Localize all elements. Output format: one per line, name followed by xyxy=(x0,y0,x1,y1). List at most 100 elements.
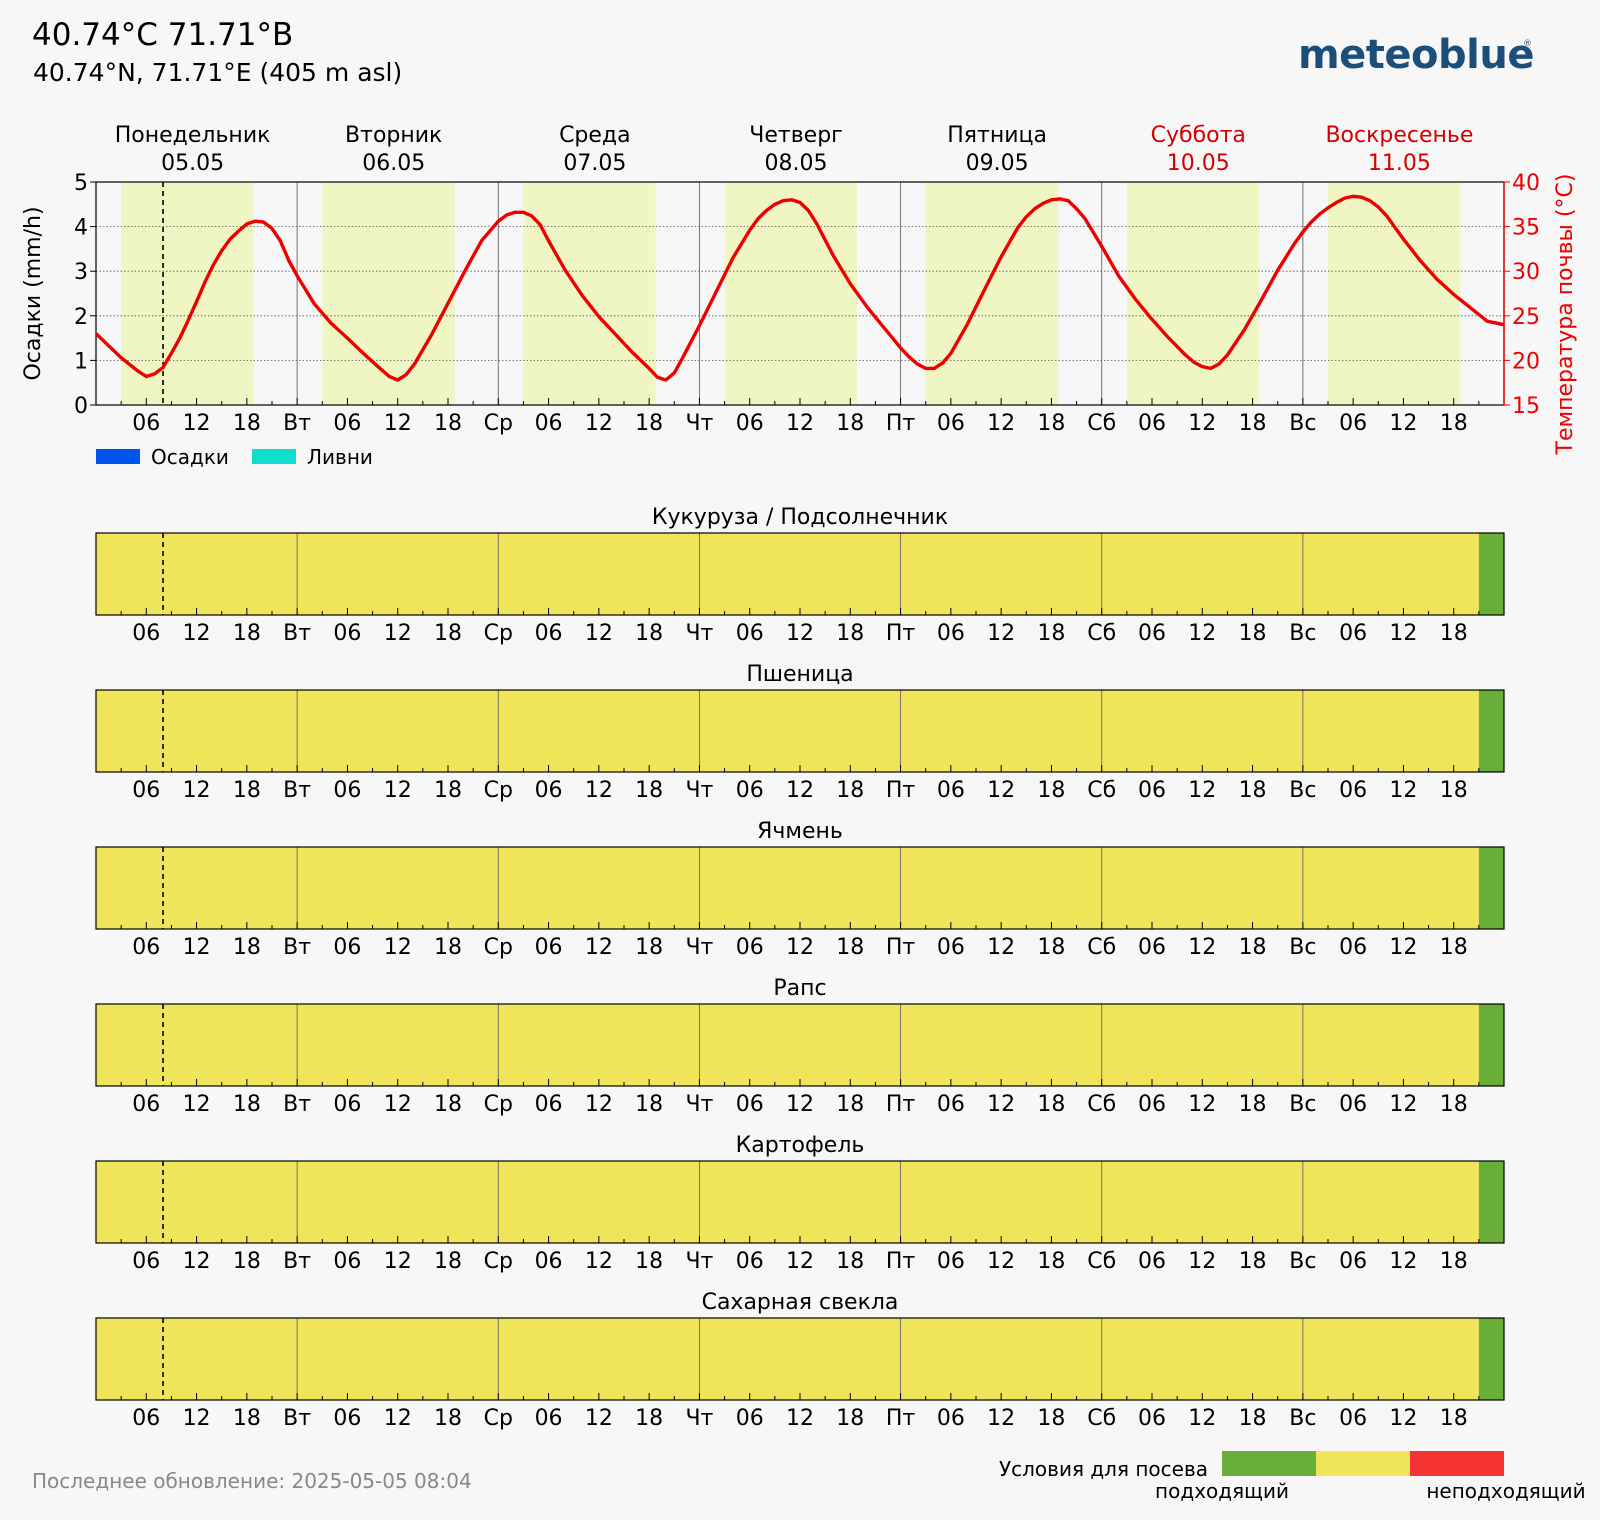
crop-x-tick-label: Вт xyxy=(283,935,311,960)
crop-x-tick-label: Чт xyxy=(685,1092,713,1117)
crop-x-tick-label: 06 xyxy=(937,621,965,646)
crop-x-tick-label: 06 xyxy=(1138,1092,1166,1117)
left-y-tick-label: 1 xyxy=(74,349,88,374)
main-x-tick-label: 18 xyxy=(836,411,864,436)
crop-x-tick-label: 18 xyxy=(233,1406,261,1431)
crop-x-tick-label: 18 xyxy=(1440,778,1468,803)
crop-x-tick-label: Вс xyxy=(1289,1092,1316,1117)
crop-x-tick-label: Вс xyxy=(1289,1249,1316,1274)
crop-x-tick-label: Вт xyxy=(283,1406,311,1431)
crop-x-tick-label: 18 xyxy=(1440,621,1468,646)
crop-x-tick-label: 18 xyxy=(1239,1406,1267,1431)
day-name-header: Понедельник xyxy=(115,123,271,148)
crop-x-tick-label: 18 xyxy=(1037,1249,1065,1274)
crop-x-tick-label: 12 xyxy=(987,778,1015,803)
day-date-header: 09.05 xyxy=(966,151,1029,176)
left-y-axis-title: Осадки (mm/h) xyxy=(21,206,46,380)
crop-x-tick-label: 18 xyxy=(233,1092,261,1117)
crop-x-tick-label: 12 xyxy=(786,1249,814,1274)
crop-x-tick-label: 18 xyxy=(1037,778,1065,803)
crop-x-tick-label: 06 xyxy=(132,935,160,960)
crop-x-tick-label: 12 xyxy=(384,1092,412,1117)
soil-temperature-line xyxy=(94,194,1505,382)
crop-x-tick-label: Ср xyxy=(484,1406,513,1431)
crop-x-tick-label: 12 xyxy=(987,621,1015,646)
crop-panel: Сахарная свекла 06 12 18 Вт 06 12 18 Ср 06 12 18 Чт 0… xyxy=(95,1290,1505,1431)
day-date-header: 05.05 xyxy=(161,151,224,176)
day-name-header: Четверг xyxy=(749,123,842,148)
crop-x-tick-label: Пт xyxy=(886,621,916,646)
crop-x-tick-label: 06 xyxy=(132,1092,160,1117)
daylight-band xyxy=(1328,182,1461,405)
crop-condition-segment xyxy=(96,847,1479,929)
main-x-tick-label: Чт xyxy=(685,411,713,436)
crop-x-tick-label: 12 xyxy=(1389,1092,1417,1117)
main-x-tick-label: 18 xyxy=(1440,411,1468,436)
crop-x-tick-label: Чт xyxy=(685,935,713,960)
main-x-tick-label: 12 xyxy=(183,411,211,436)
crop-x-tick-label: 06 xyxy=(535,778,563,803)
main-x-tick-label: 06 xyxy=(937,411,965,436)
legend-swatch-precipitation xyxy=(96,449,140,464)
crop-x-tick-label: Чт xyxy=(685,1249,713,1274)
crop-x-tick-label: 18 xyxy=(1440,1092,1468,1117)
crop-x-tick-label: 18 xyxy=(434,1249,462,1274)
crop-x-tick-label: Ср xyxy=(484,778,513,803)
crop-x-tick-label: 18 xyxy=(635,1092,663,1117)
legend-neutral-swatch xyxy=(1316,1451,1410,1476)
crop-x-tick-label: 12 xyxy=(585,935,613,960)
crop-x-tick-label: 18 xyxy=(1037,935,1065,960)
right-y-tick-label: 25 xyxy=(1512,305,1540,330)
crop-x-tick-label: 18 xyxy=(1239,1092,1267,1117)
day-date-header: 11.05 xyxy=(1368,151,1431,176)
crop-x-tick-label: 06 xyxy=(535,935,563,960)
daylight-band xyxy=(1126,182,1260,405)
crop-x-tick-label: 18 xyxy=(1440,1249,1468,1274)
crop-x-tick-label: Вс xyxy=(1289,778,1316,803)
crop-x-tick-label: Вт xyxy=(283,778,311,803)
crop-x-tick-label: Пт xyxy=(886,778,916,803)
crop-x-tick-label: 12 xyxy=(987,1406,1015,1431)
crop-x-tick-label: 12 xyxy=(1389,935,1417,960)
last-update: Последнее обновление: 2025-05-05 08:04 xyxy=(32,1469,472,1493)
main-x-tick-label: 12 xyxy=(1188,411,1216,436)
crop-x-tick-label: 18 xyxy=(1440,935,1468,960)
crop-x-tick-label: 06 xyxy=(1339,621,1367,646)
crop-x-tick-label: 06 xyxy=(132,778,160,803)
crop-panel-frame xyxy=(95,1003,1505,1087)
crop-x-tick-label: 18 xyxy=(1037,1406,1065,1431)
main-x-tick-label: 06 xyxy=(535,411,563,436)
daylight-band xyxy=(724,182,857,405)
crop-x-tick-label: 06 xyxy=(1138,1249,1166,1274)
left-y-tick-label: 3 xyxy=(74,260,88,285)
crop-x-tick-label: 06 xyxy=(333,778,361,803)
main-x-tick-label: Вт xyxy=(283,411,311,436)
daylight-band xyxy=(322,182,455,405)
main-x-tick-label: 06 xyxy=(333,411,361,436)
main-x-tick-label: Сб xyxy=(1087,411,1116,436)
crop-x-tick-label: 12 xyxy=(1389,621,1417,646)
crop-x-tick-label: 12 xyxy=(1389,1249,1417,1274)
crop-x-tick-label: 12 xyxy=(585,1092,613,1117)
crop-x-tick-label: 06 xyxy=(333,1092,361,1117)
legend-label-precipitation: Осадки xyxy=(151,445,229,469)
daylight-band xyxy=(121,182,254,405)
crop-x-tick-label: Ср xyxy=(484,621,513,646)
crop-x-tick-label: 18 xyxy=(434,1092,462,1117)
right-y-tick-label: 40 xyxy=(1512,171,1540,196)
crop-x-tick-label: 06 xyxy=(736,621,764,646)
crop-x-tick-label: Вс xyxy=(1289,621,1316,646)
legend-unsuitable-swatch xyxy=(1410,1451,1504,1476)
crop-x-tick-label: 18 xyxy=(635,778,663,803)
daylight-band xyxy=(925,182,1059,405)
crop-x-tick-label: 12 xyxy=(987,1249,1015,1274)
main-x-tick-label: 12 xyxy=(1389,411,1417,436)
crop-title: Картофель xyxy=(736,1133,865,1158)
day-date-header: 06.05 xyxy=(362,151,425,176)
crop-x-tick-label: 06 xyxy=(937,1406,965,1431)
crop-x-tick-label: 12 xyxy=(786,1092,814,1117)
crop-x-tick-label: 06 xyxy=(333,1406,361,1431)
crop-x-tick-label: 12 xyxy=(384,1406,412,1431)
temperature-precipitation-plot: 06 12 18 Вт 06 12 18 Ср 06 12 18 Чт 06 12 18 Пт 06 12 18 Сб… xyxy=(21,123,1578,469)
